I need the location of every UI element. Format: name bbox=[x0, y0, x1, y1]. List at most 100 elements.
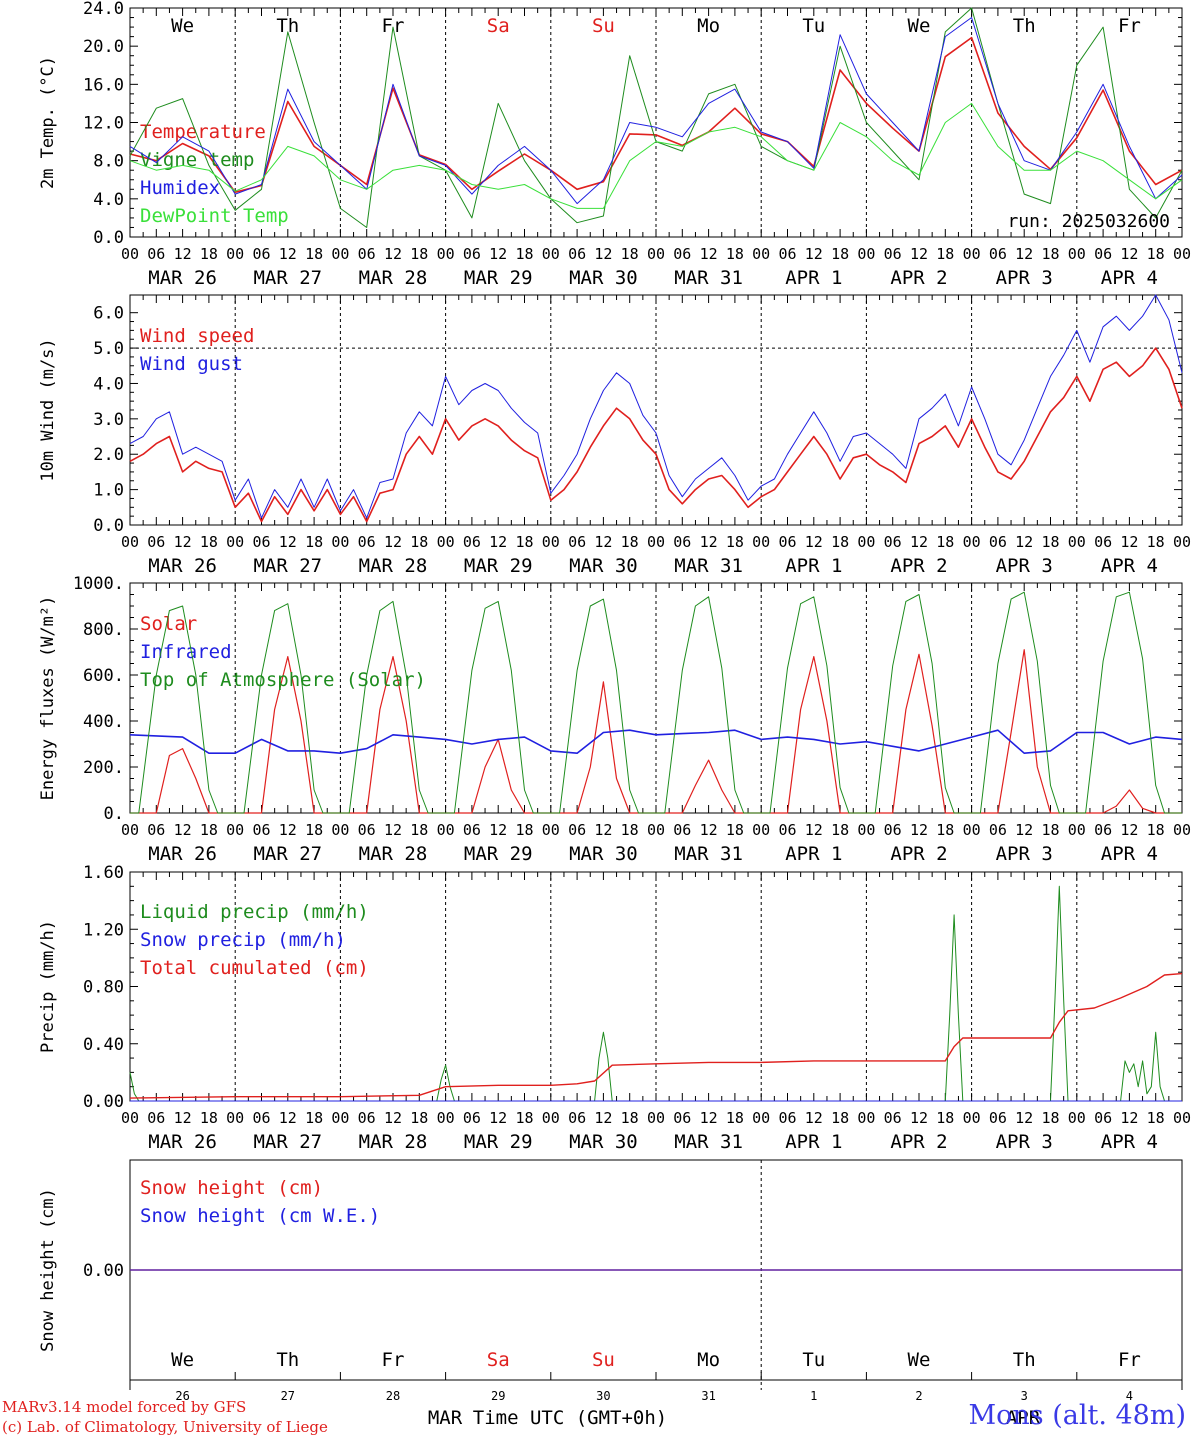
legend-entry: DewPoint Temp bbox=[140, 205, 289, 227]
hour-tick-label: 12 bbox=[174, 245, 192, 263]
y-axis-label: 10m Wind (m/s) bbox=[38, 338, 58, 481]
hour-tick-label: 12 bbox=[594, 245, 612, 263]
y-axis-label: Snow height (cm) bbox=[38, 1188, 58, 1352]
y-tick-label: 1.0 bbox=[93, 481, 124, 501]
series-line-top-of-atmosphere-solar- bbox=[130, 591, 1182, 814]
day-number-label: 30 bbox=[596, 1389, 610, 1403]
weekday-label: Mo bbox=[697, 1349, 720, 1371]
day-number-label: 2 bbox=[915, 1389, 922, 1403]
hour-tick-label: 12 bbox=[910, 533, 928, 551]
hour-tick-label: 12 bbox=[489, 533, 507, 551]
weekday-label: Sa bbox=[487, 1349, 510, 1371]
day-number-label: 4 bbox=[1126, 1389, 1133, 1403]
hour-tick-label: 18 bbox=[515, 1109, 533, 1127]
date-label: MAR 26 bbox=[148, 1131, 217, 1153]
weekday-label: Sa bbox=[487, 15, 510, 37]
hour-tick-label: 06 bbox=[358, 1109, 376, 1127]
hour-tick-label: 00 bbox=[1173, 1109, 1191, 1127]
hour-tick-label: 06 bbox=[673, 245, 691, 263]
hour-tick-label: 06 bbox=[568, 533, 586, 551]
hour-tick-label: 06 bbox=[778, 1109, 796, 1127]
hour-tick-label: 18 bbox=[1041, 533, 1059, 551]
hour-tick-label: 00 bbox=[542, 533, 560, 551]
weekday-label: Mo bbox=[697, 15, 720, 37]
weekday-label: Th bbox=[276, 1349, 299, 1371]
hour-tick-label: 12 bbox=[910, 1109, 928, 1127]
legend-entry: Humidex bbox=[140, 177, 220, 199]
legend-entry: Total cumulated (cm) bbox=[140, 957, 369, 979]
hour-tick-label: 00 bbox=[437, 1109, 455, 1127]
series-line-wind-speed bbox=[129, 347, 1183, 523]
weekday-label: Fr bbox=[382, 1349, 405, 1371]
date-label: APR 3 bbox=[996, 1131, 1053, 1153]
hour-tick-label: 18 bbox=[621, 245, 639, 263]
hour-tick-label: 00 bbox=[963, 245, 981, 263]
date-label: MAR 31 bbox=[674, 1131, 743, 1153]
hour-tick-label: 06 bbox=[358, 821, 376, 839]
weekday-label: Th bbox=[276, 15, 299, 37]
hour-tick-label: 06 bbox=[568, 1109, 586, 1127]
hour-tick-label: 00 bbox=[752, 533, 770, 551]
hour-tick-label: 12 bbox=[1120, 821, 1138, 839]
date-label: MAR 27 bbox=[253, 1131, 322, 1153]
date-label: MAR 28 bbox=[359, 555, 428, 577]
weekday-label: Tu bbox=[802, 15, 825, 37]
hour-tick-label: 18 bbox=[726, 533, 744, 551]
hour-tick-label: 00 bbox=[752, 1109, 770, 1127]
hour-tick-label: 12 bbox=[700, 1109, 718, 1127]
y-tick-label: 400. bbox=[83, 712, 124, 732]
y-tick-label: 20.0 bbox=[83, 37, 124, 57]
y-tick-label: 24.0 bbox=[83, 0, 124, 19]
hour-tick-label: 12 bbox=[174, 1109, 192, 1127]
date-label: APR 4 bbox=[1101, 267, 1158, 289]
y-tick-label: 0.40 bbox=[83, 1035, 124, 1055]
hour-tick-label: 00 bbox=[963, 1109, 981, 1127]
y-tick-label: 16.0 bbox=[83, 75, 124, 95]
hour-tick-label: 18 bbox=[410, 533, 428, 551]
y-tick-label: 0.00 bbox=[83, 1092, 124, 1112]
hour-tick-label: 18 bbox=[305, 245, 323, 263]
date-label: MAR 30 bbox=[569, 555, 638, 577]
hour-tick-label: 18 bbox=[515, 245, 533, 263]
hour-tick-label: 12 bbox=[805, 533, 823, 551]
y-tick-label: 4.0 bbox=[93, 190, 124, 210]
hour-tick-label: 18 bbox=[936, 245, 954, 263]
hour-tick-label: 00 bbox=[752, 821, 770, 839]
date-label: MAR 29 bbox=[464, 1131, 533, 1153]
series-line-wind-gust bbox=[129, 294, 1183, 519]
hour-tick-label: 12 bbox=[279, 1109, 297, 1127]
date-label: MAR 26 bbox=[148, 843, 217, 865]
date-label: APR 4 bbox=[1101, 1131, 1158, 1153]
hour-tick-label: 06 bbox=[463, 821, 481, 839]
hour-tick-label: 12 bbox=[594, 821, 612, 839]
hour-tick-label: 00 bbox=[226, 533, 244, 551]
hour-tick-label: 18 bbox=[831, 245, 849, 263]
y-tick-label: 6.0 bbox=[93, 304, 124, 324]
hour-tick-label: 18 bbox=[410, 821, 428, 839]
hour-tick-label: 06 bbox=[1094, 245, 1112, 263]
hour-tick-label: 06 bbox=[778, 533, 796, 551]
date-label: MAR 26 bbox=[148, 267, 217, 289]
hour-tick-label: 00 bbox=[1068, 533, 1086, 551]
date-label: MAR 30 bbox=[569, 843, 638, 865]
hour-tick-label: 00 bbox=[437, 821, 455, 839]
weekday-label: Su bbox=[592, 15, 615, 37]
hour-tick-label: 00 bbox=[647, 533, 665, 551]
hour-tick-label: 18 bbox=[726, 245, 744, 263]
hour-tick-label: 06 bbox=[884, 533, 902, 551]
y-tick-label: 0.80 bbox=[83, 978, 124, 998]
hour-tick-label: 00 bbox=[857, 245, 875, 263]
hour-tick-label: 00 bbox=[331, 1109, 349, 1127]
y-tick-label: 1.60 bbox=[83, 863, 124, 883]
date-label: MAR 31 bbox=[674, 267, 743, 289]
hour-tick-label: 06 bbox=[673, 821, 691, 839]
date-label: APR 1 bbox=[785, 267, 842, 289]
hour-tick-label: 18 bbox=[1147, 245, 1165, 263]
hour-tick-label: 00 bbox=[752, 245, 770, 263]
hour-tick-label: 06 bbox=[358, 533, 376, 551]
series-line-total-cumulated-cm- bbox=[129, 972, 1183, 1099]
date-label: APR 2 bbox=[890, 843, 947, 865]
y-tick-label: 12.0 bbox=[83, 114, 124, 134]
legend-entry: Vigne temp bbox=[140, 149, 254, 171]
